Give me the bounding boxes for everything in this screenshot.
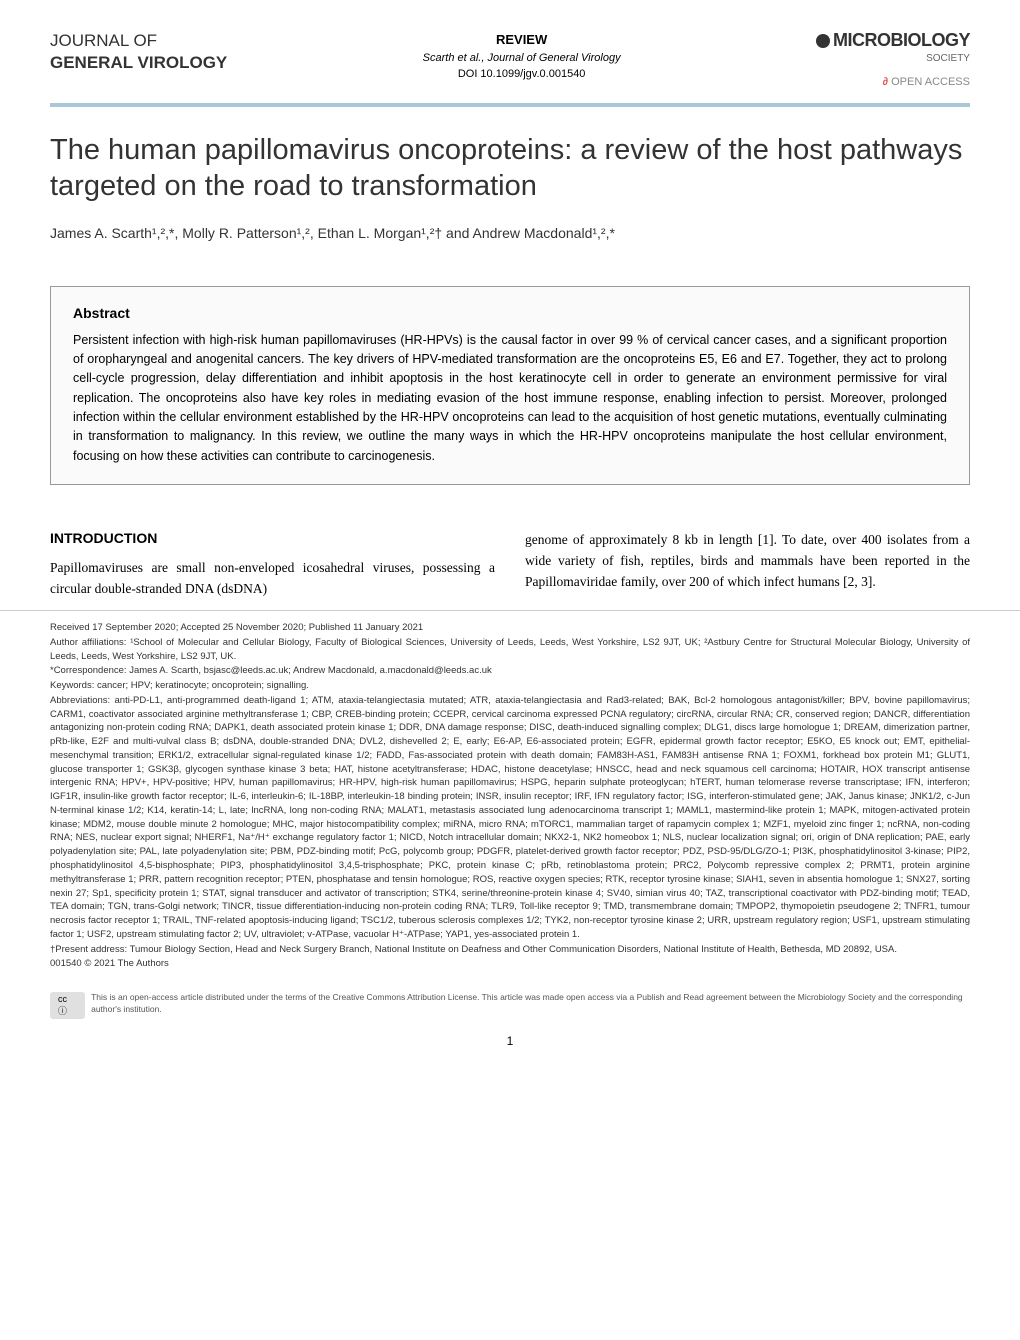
access-prefix: OPEN — [891, 76, 922, 88]
intro-column-right: genome of approximately 8 kb in length [… — [525, 530, 970, 600]
abstract-label: Abstract — [73, 305, 947, 321]
journal-line1: JOURNAL OF — [50, 31, 157, 50]
license-row: cc ⓘ This is an open-access article dist… — [0, 987, 1020, 1029]
authors: James A. Scarth¹,²,*, Molly R. Patterson… — [50, 225, 970, 241]
header-center: REVIEW Scarth et al., Journal of General… — [423, 30, 621, 83]
journal-line2: GENERAL VIROLOGY — [50, 53, 227, 72]
society-text: SOCIETY — [816, 53, 970, 64]
intro-heading: INTRODUCTION — [50, 530, 495, 546]
footnote-correspondence: *Correspondence: James A. Scarth, bsjasc… — [50, 664, 970, 678]
page-number: 1 — [0, 1029, 1020, 1063]
cc-badge-icon: cc ⓘ — [50, 992, 85, 1019]
footnote-received: Received 17 September 2020; Accepted 25 … — [50, 621, 970, 635]
footnote-abbreviations: Abbreviations: anti-PD-L1, anti-programm… — [50, 694, 970, 942]
intro-column-left: INTRODUCTION Papillomaviruses are small … — [50, 530, 495, 600]
citation-line: Scarth et al., Journal of General Virolo… — [423, 50, 621, 67]
header-right: MICROBIOLOGY SOCIETY ∂ OPEN ACCESS — [816, 30, 970, 88]
footnote-copyright: 001540 © 2021 The Authors — [50, 957, 970, 971]
header-bar: JOURNAL OF GENERAL VIROLOGY REVIEW Scart… — [0, 0, 1020, 103]
intro-col1-text: Papillomaviruses are small non-enveloped… — [50, 558, 495, 600]
footnote-affiliations: Author affiliations: ¹School of Molecula… — [50, 636, 970, 664]
logo-dot-icon — [816, 34, 830, 48]
footnote-present-address: †Present address: Tumour Biology Section… — [50, 943, 970, 957]
license-text: This is an open-access article distribut… — [91, 992, 970, 1016]
open-access-icon: ∂ — [883, 76, 888, 88]
intro-two-column: INTRODUCTION Papillomaviruses are small … — [0, 515, 1020, 605]
abstract-box: Abstract Persistent infection with high-… — [50, 286, 970, 486]
access-badge: ∂ OPEN ACCESS — [816, 76, 970, 88]
abstract-text: Persistent infection with high-risk huma… — [73, 331, 947, 467]
doi-line: DOI 10.1099/jgv.0.001540 — [423, 66, 621, 83]
title-section: The human papillomavirus oncoproteins: a… — [0, 107, 1020, 286]
microbiology-logo: MICROBIOLOGY — [816, 30, 970, 51]
logo-text: MICROBIOLOGY — [833, 30, 970, 50]
article-title: The human papillomavirus oncoproteins: a… — [50, 132, 970, 205]
footnote-keywords: Keywords: cancer; HPV; keratinocyte; onc… — [50, 679, 970, 693]
intro-col2-text: genome of approximately 8 kb in length [… — [525, 530, 970, 593]
footnotes: Received 17 September 2020; Accepted 25 … — [0, 610, 1020, 987]
review-label: REVIEW — [423, 30, 621, 50]
access-text: ACCESS — [925, 76, 970, 88]
journal-name: JOURNAL OF GENERAL VIROLOGY — [50, 30, 227, 74]
